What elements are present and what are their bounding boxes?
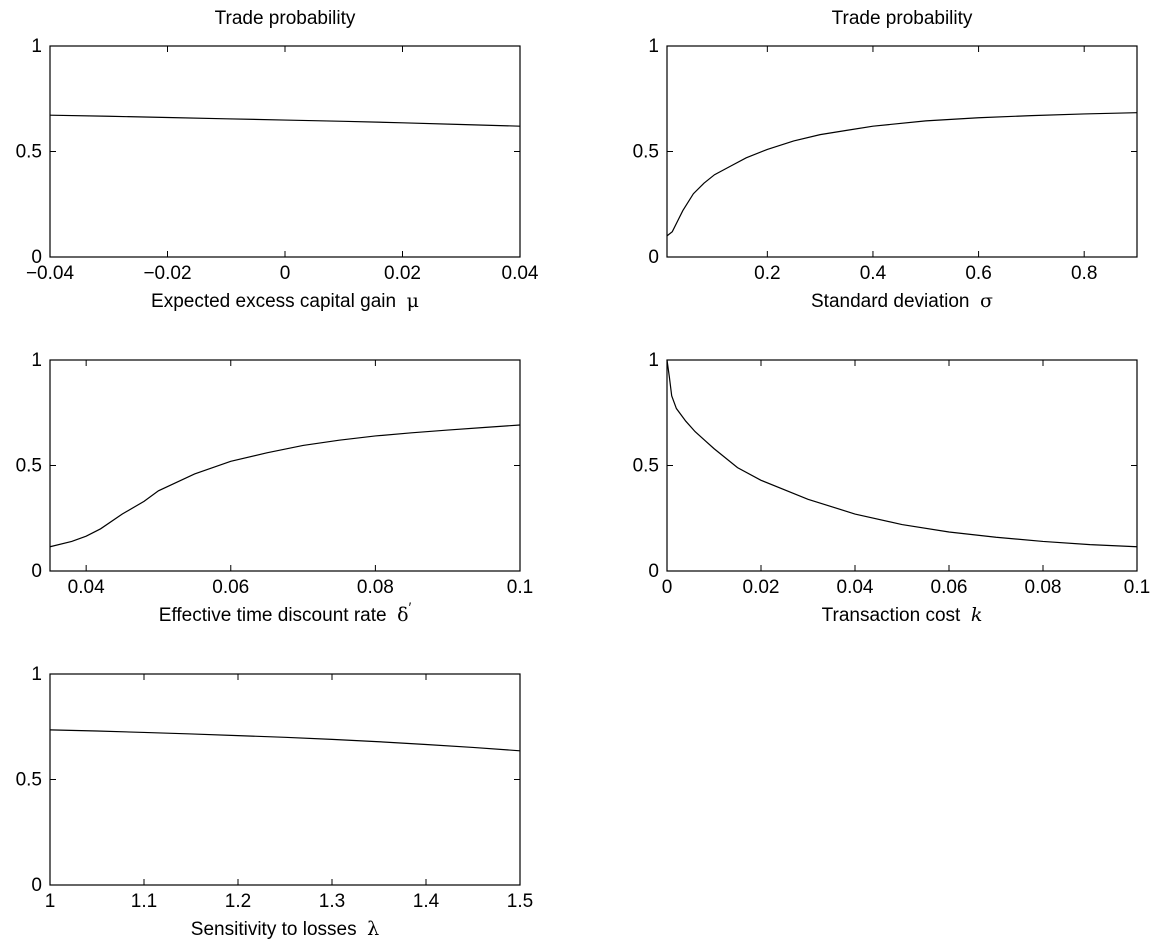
series-line-1 — [49, 424, 521, 548]
x-tick-label: 0.04 — [837, 577, 874, 598]
chart-title: Trade probability — [832, 8, 973, 29]
x-axis-symbol: k — [971, 604, 983, 626]
subplot-5: 1 1.1 1.2 1.3 1.4 1.5 0 0.5 1 Sensitivity to loss… — [16, 664, 534, 940]
y-tick-label: 1 — [31, 350, 42, 371]
y-tick-label: 0.5 — [633, 456, 659, 477]
x-axis-label: Effective time discount rate δ′ — [159, 599, 412, 626]
prime-mark: ′ — [409, 599, 412, 615]
y-tick-label: 0 — [31, 247, 42, 268]
subplot-4: 0 0.02 0.04 0.06 0.08 0.1 0 0.5 1 Transaction cos… — [633, 350, 1151, 626]
x-axis-label-text: Effective time discount rate — [159, 605, 387, 626]
x-axis-label-gap — [396, 291, 407, 312]
x-tick-label: 0 — [662, 577, 673, 598]
x-axis-symbol: μ — [407, 290, 419, 312]
x-axis-label-gap — [357, 919, 368, 940]
y-tick-label: 0.5 — [633, 142, 659, 163]
x-tick-label: 1 — [45, 891, 56, 912]
y-tick-label: 1 — [648, 36, 659, 57]
subplot-3: 0.04 0.06 0.08 0.1 0 0.5 1 Effective time disco… — [16, 350, 534, 626]
y-tick-label: 0 — [31, 875, 42, 896]
x-axis-label: Transaction cost k — [822, 604, 983, 626]
y-tick-label: 0 — [648, 561, 659, 582]
x-tick-label: 1.3 — [319, 891, 345, 912]
x-tick-label: 0.6 — [965, 263, 991, 284]
series-line-1 — [666, 359, 1138, 548]
subplot-2: 0.2 0.4 0.6 0.8 0 0.5 1 Trade probability Standa… — [633, 8, 1138, 312]
x-tick-label: 0 — [280, 263, 291, 284]
x-tick-label: 0.4 — [860, 263, 887, 284]
y-tick-label: 1 — [31, 36, 42, 57]
x-axis-label: Expected excess capital gain μ — [151, 290, 419, 312]
axes-frame — [49, 673, 521, 886]
y-tick-label: 1 — [31, 664, 42, 685]
axes-frame — [49, 45, 521, 258]
subplot-1: −0.04 −0.02 0 0.02 0.04 0 0.5 1 Trade probabilit… — [16, 8, 539, 312]
x-tick-label: 0.06 — [931, 577, 968, 598]
x-axis-label-text: Standard deviation — [811, 291, 969, 312]
x-axis-label: Standard deviation σ — [811, 290, 993, 312]
x-tick-label: 0.02 — [384, 263, 421, 284]
x-tick-label: 0.8 — [1071, 263, 1097, 284]
chart-title: Trade probability — [215, 8, 356, 29]
series-line-1 — [666, 112, 1138, 237]
x-axis-label-text: Transaction cost — [822, 605, 961, 626]
axes-frame — [666, 359, 1138, 572]
x-tick-label: 0.1 — [507, 577, 533, 598]
y-tick-label: 1 — [648, 350, 659, 371]
axes-frame — [49, 359, 521, 572]
x-tick-label: 0.2 — [754, 263, 780, 284]
y-tick-label: 0 — [31, 561, 42, 582]
x-axis-symbol: δ — [397, 604, 408, 626]
y-tick-label: 0 — [648, 247, 659, 268]
axes-frame — [666, 45, 1138, 258]
x-tick-label: 0.02 — [743, 577, 780, 598]
x-axis-label-text: Expected excess capital gain — [151, 291, 396, 312]
x-tick-label: 0.1 — [1124, 577, 1150, 598]
x-axis-label-gap — [387, 605, 398, 626]
x-axis-label-gap — [969, 291, 980, 312]
x-tick-label: 1.4 — [413, 891, 440, 912]
series-line-1 — [49, 729, 521, 752]
x-axis-label-text: Sensitivity to losses — [191, 919, 357, 940]
x-tick-label: 1.2 — [225, 891, 251, 912]
x-tick-label: −0.04 — [26, 263, 75, 284]
x-tick-label: 0.08 — [1025, 577, 1062, 598]
x-axis-symbol: σ — [980, 290, 993, 312]
x-axis-label-gap — [960, 605, 971, 626]
x-axis-label: Sensitivity to losses λ — [191, 918, 379, 940]
x-tick-label: 1.5 — [507, 891, 533, 912]
y-tick-label: 0.5 — [16, 142, 42, 163]
x-tick-label: 0.08 — [357, 577, 394, 598]
x-tick-label: 1.1 — [131, 891, 157, 912]
x-tick-label: 0.04 — [68, 577, 105, 598]
x-axis-symbol: λ — [367, 918, 379, 940]
x-tick-label: 0.06 — [212, 577, 249, 598]
y-tick-label: 0.5 — [16, 770, 42, 791]
series-line-1 — [49, 114, 521, 127]
x-tick-label: 0.04 — [502, 263, 539, 284]
y-tick-label: 0.5 — [16, 456, 42, 477]
x-tick-label: −0.02 — [143, 263, 191, 284]
